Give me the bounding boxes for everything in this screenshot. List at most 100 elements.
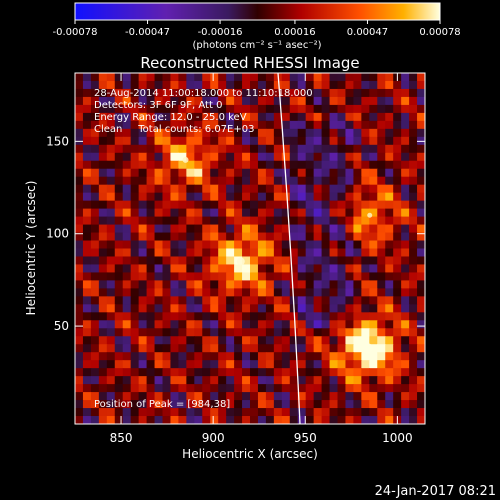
heatmap-cell <box>138 416 148 424</box>
heatmap-cell <box>130 240 140 250</box>
heatmap-cell <box>257 104 267 114</box>
heatmap-cell <box>273 320 283 329</box>
heatmap-cell <box>385 264 394 274</box>
heatmap-cell <box>265 376 275 385</box>
heatmap-cell <box>75 272 84 282</box>
heatmap-cell <box>385 408 394 417</box>
heatmap-cell <box>146 368 156 377</box>
heatmap-cell <box>234 264 243 274</box>
heatmap-cell <box>281 304 291 313</box>
heatmap-cell <box>98 120 108 130</box>
heatmap-cell <box>329 208 339 218</box>
heatmap-cell <box>106 152 116 162</box>
heatmap-cell <box>98 392 108 401</box>
heatmap-cell <box>417 80 425 90</box>
heatmap-cell <box>377 352 386 361</box>
heatmap-cell <box>162 312 172 321</box>
heatmap-cell <box>122 248 132 258</box>
heatmap-cell <box>114 184 124 194</box>
heatmap-cell <box>178 336 187 345</box>
heatmap-cell <box>90 136 100 146</box>
heatmap-cell <box>194 328 203 337</box>
heatmap-cell <box>146 408 156 417</box>
heatmap-cell <box>114 320 124 329</box>
heatmap-cell <box>218 160 227 170</box>
heatmap-cell <box>226 392 235 401</box>
heatmap-cell <box>385 104 394 114</box>
heatmap-cell <box>297 80 307 90</box>
heatmap-cell <box>210 360 219 369</box>
heatmap-cell <box>377 256 386 266</box>
heatmap-cell <box>393 320 402 329</box>
heatmap-cell <box>122 304 132 313</box>
heatmap-cell <box>297 344 307 353</box>
heatmap-cell <box>321 328 331 337</box>
heatmap-cell <box>273 240 283 250</box>
heatmap-cell <box>130 216 140 226</box>
heatmap-cell <box>122 408 132 417</box>
heatmap-cell <box>337 144 347 154</box>
heatmap-cell <box>114 312 124 321</box>
heatmap-cell <box>393 328 402 337</box>
heatmap-cell <box>393 168 402 178</box>
heatmap-cell <box>313 392 323 401</box>
heatmap-cell <box>114 360 124 369</box>
heatmap-cell <box>313 176 323 186</box>
heatmap-cell <box>377 112 386 122</box>
heatmap-cell <box>313 368 323 377</box>
heatmap-cell <box>401 344 410 353</box>
heatmap-cell <box>106 384 116 393</box>
heatmap-cell <box>257 224 267 234</box>
heatmap-cell <box>234 200 243 210</box>
heatmap-cell <box>122 224 132 234</box>
heatmap-cell <box>170 360 179 369</box>
heatmap-cell <box>353 184 362 194</box>
heatmap-cell <box>98 264 108 274</box>
heatmap-cell <box>305 408 315 417</box>
heatmap-cell <box>305 88 315 98</box>
heatmap-cell <box>305 184 315 194</box>
heatmap-cell <box>178 208 187 218</box>
heatmap-cell <box>265 304 275 313</box>
heatmap-cell <box>82 264 92 274</box>
heatmap-cell <box>98 352 108 361</box>
heatmap-cell <box>242 184 251 194</box>
heatmap-cell <box>202 192 211 202</box>
heatmap-cell <box>257 208 267 218</box>
heatmap-cell <box>162 73 172 82</box>
heatmap-cell <box>202 128 211 138</box>
heatmap-cell <box>138 192 148 202</box>
heatmap-cell <box>297 416 307 424</box>
heatmap-cell <box>202 232 211 242</box>
heatmap-cell <box>401 176 410 186</box>
heatmap-cell <box>202 272 211 282</box>
heatmap-cell <box>329 73 339 82</box>
heatmap-cell <box>393 192 402 202</box>
heatmap-cell <box>361 144 370 154</box>
heatmap-cell <box>90 192 100 202</box>
heatmap-cell <box>393 336 402 345</box>
colorbar: -0.00078 -0.00047 -0.00016 0.00016 0.00047 0.… <box>53 2 461 51</box>
heatmap-cell <box>313 280 323 289</box>
heatmap-cell <box>226 224 235 234</box>
heatmap-cell <box>106 112 116 122</box>
heatmap-cell <box>202 208 211 218</box>
heatmap-cell <box>353 160 362 170</box>
heatmap-cell <box>305 312 315 321</box>
heatmap-cell <box>122 320 132 329</box>
heatmap-cell <box>281 136 291 146</box>
heatmap-cell <box>345 96 354 106</box>
heatmap-cell <box>82 144 92 154</box>
heatmap-cell <box>122 152 132 162</box>
heatmap-cell <box>297 152 307 162</box>
heatmap-cell <box>122 384 132 393</box>
heatmap-cell <box>409 184 418 194</box>
heatmap-cell <box>385 400 394 409</box>
heatmap-cell <box>289 256 299 266</box>
heatmap-cell <box>313 376 323 385</box>
heatmap-cell <box>305 176 315 186</box>
heatmap-cell <box>98 240 108 250</box>
heatmap-cell <box>226 408 235 417</box>
heatmap-cell <box>305 336 315 345</box>
heatmap-cell <box>257 304 267 313</box>
